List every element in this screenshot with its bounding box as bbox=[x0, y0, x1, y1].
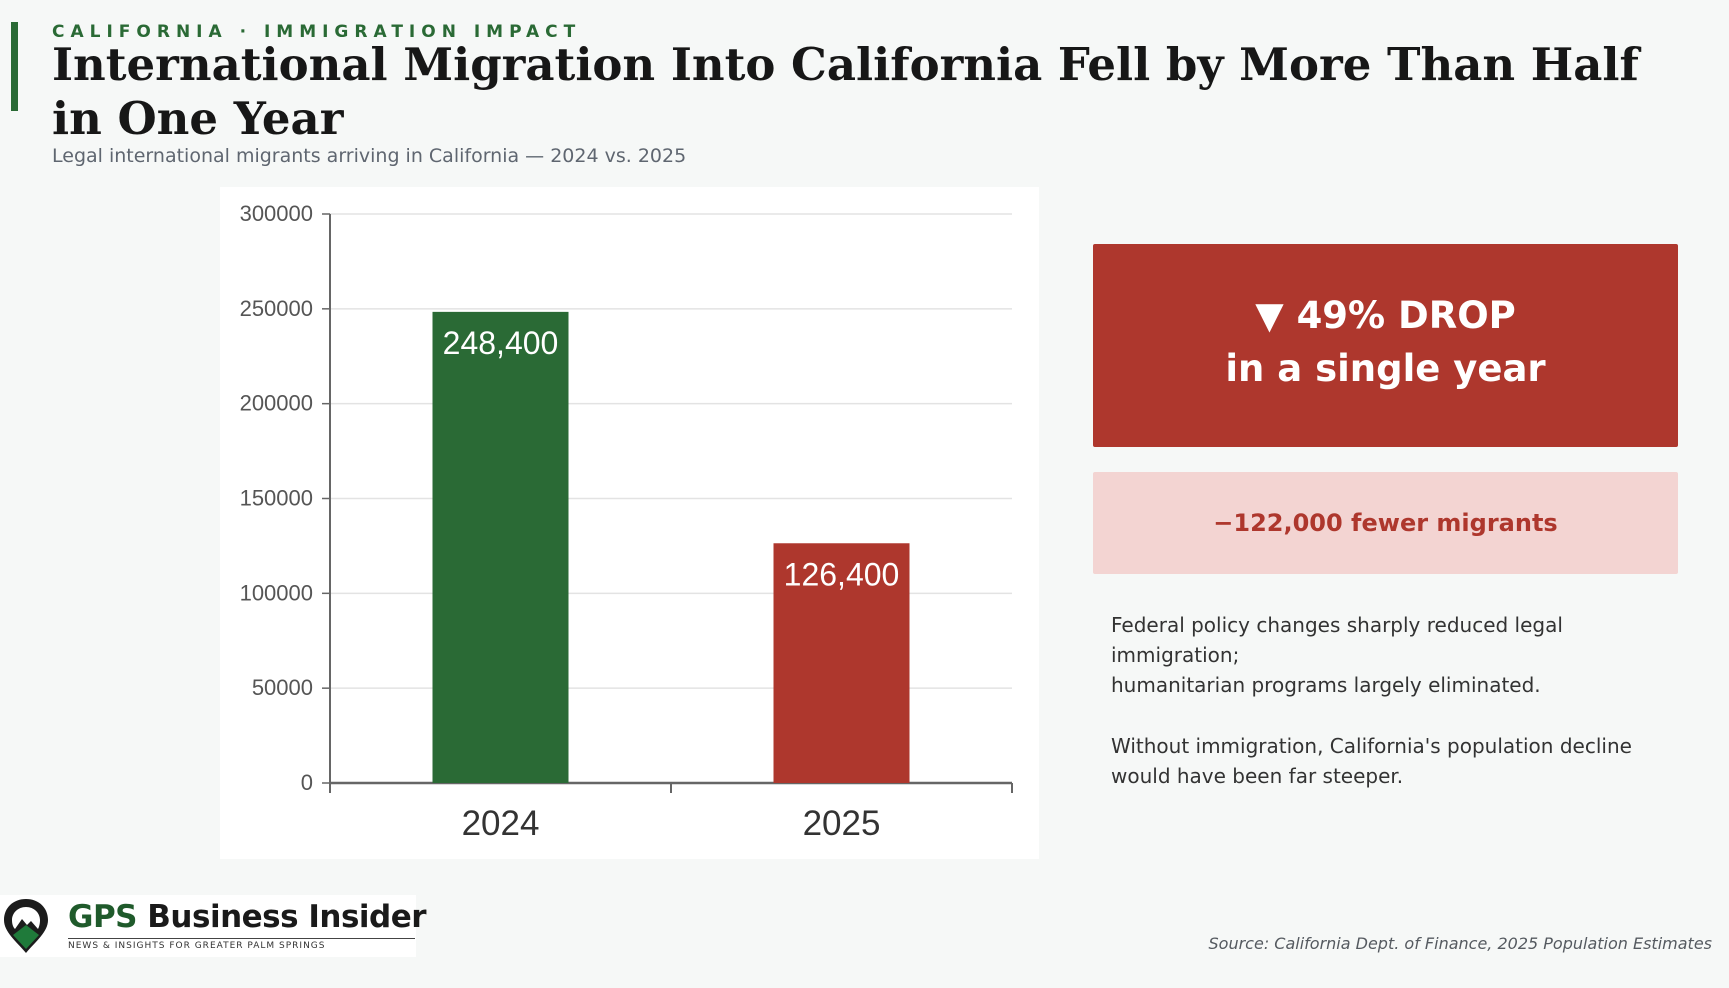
fewer-migrants-callout: −122,000 fewer migrants bbox=[1093, 472, 1678, 574]
drop-subline: in a single year bbox=[1225, 347, 1546, 390]
y-tick-label: 100000 bbox=[240, 580, 313, 605]
explanation-paragraph-2: Without immigration, California's popula… bbox=[1111, 734, 1632, 788]
y-tick-label: 200000 bbox=[240, 391, 313, 416]
title-accent-bar bbox=[11, 22, 18, 111]
explanation-line: Federal policy changes sharply reduced l… bbox=[1111, 613, 1563, 667]
source-note: Source: California Dept. of Finance, 202… bbox=[1208, 934, 1712, 953]
y-tick-label: 50000 bbox=[252, 675, 313, 700]
bar-value-label: 248,400 bbox=[443, 325, 559, 361]
bar-2024 bbox=[432, 311, 569, 783]
brand-rest: Business Insider bbox=[137, 899, 427, 935]
explanation-line: humanitarian programs largely eliminated… bbox=[1111, 673, 1541, 697]
bar-2025 bbox=[773, 543, 910, 783]
y-tick-label: 0 bbox=[301, 770, 313, 795]
brand-name: GPS Business Insider bbox=[68, 899, 427, 935]
page-title: International Migration Into California … bbox=[52, 38, 1639, 145]
drop-percent: 49% DROP bbox=[1296, 294, 1516, 337]
logo-divider bbox=[68, 938, 415, 939]
down-arrow-icon: ▼ bbox=[1255, 294, 1284, 337]
map-pin-mountain-icon bbox=[4, 899, 48, 953]
kicker: CALIFORNIA · IMMIGRATION IMPACT bbox=[52, 22, 582, 42]
y-tick-label: 150000 bbox=[240, 486, 313, 511]
brand-tagline: NEWS & INSIGHTS FOR GREATER PALM SPRINGS bbox=[68, 941, 326, 951]
page-subtitle: Legal international migrants arriving in… bbox=[52, 145, 687, 167]
y-tick-label: 250000 bbox=[240, 296, 313, 321]
brand-logo: GPS Business Insider NEWS & INSIGHTS FOR… bbox=[0, 895, 427, 957]
explanation-text: Federal policy changes sharply reduced l… bbox=[1111, 610, 1671, 822]
y-tick-label: 300000 bbox=[240, 201, 313, 226]
bar-value-label: 126,400 bbox=[784, 556, 900, 592]
bar-chart: 0 50000 100000 150000 200000 250000 300000 248,… bbox=[240, 201, 1013, 843]
drop-headline: ▼ 49% DROP bbox=[1093, 294, 1678, 338]
x-tick-label: 2024 bbox=[462, 804, 540, 843]
explanation-paragraph-1: Federal policy changes sharply reduced l… bbox=[1111, 610, 1671, 700]
brand-accent: GPS bbox=[68, 899, 138, 935]
drop-callout: ▼ 49% DROP in a single year bbox=[1093, 244, 1678, 447]
bar-chart-panel: 0 50000 100000 150000 200000 250000 300000 248,… bbox=[220, 187, 1039, 859]
x-tick-label: 2025 bbox=[803, 804, 881, 843]
